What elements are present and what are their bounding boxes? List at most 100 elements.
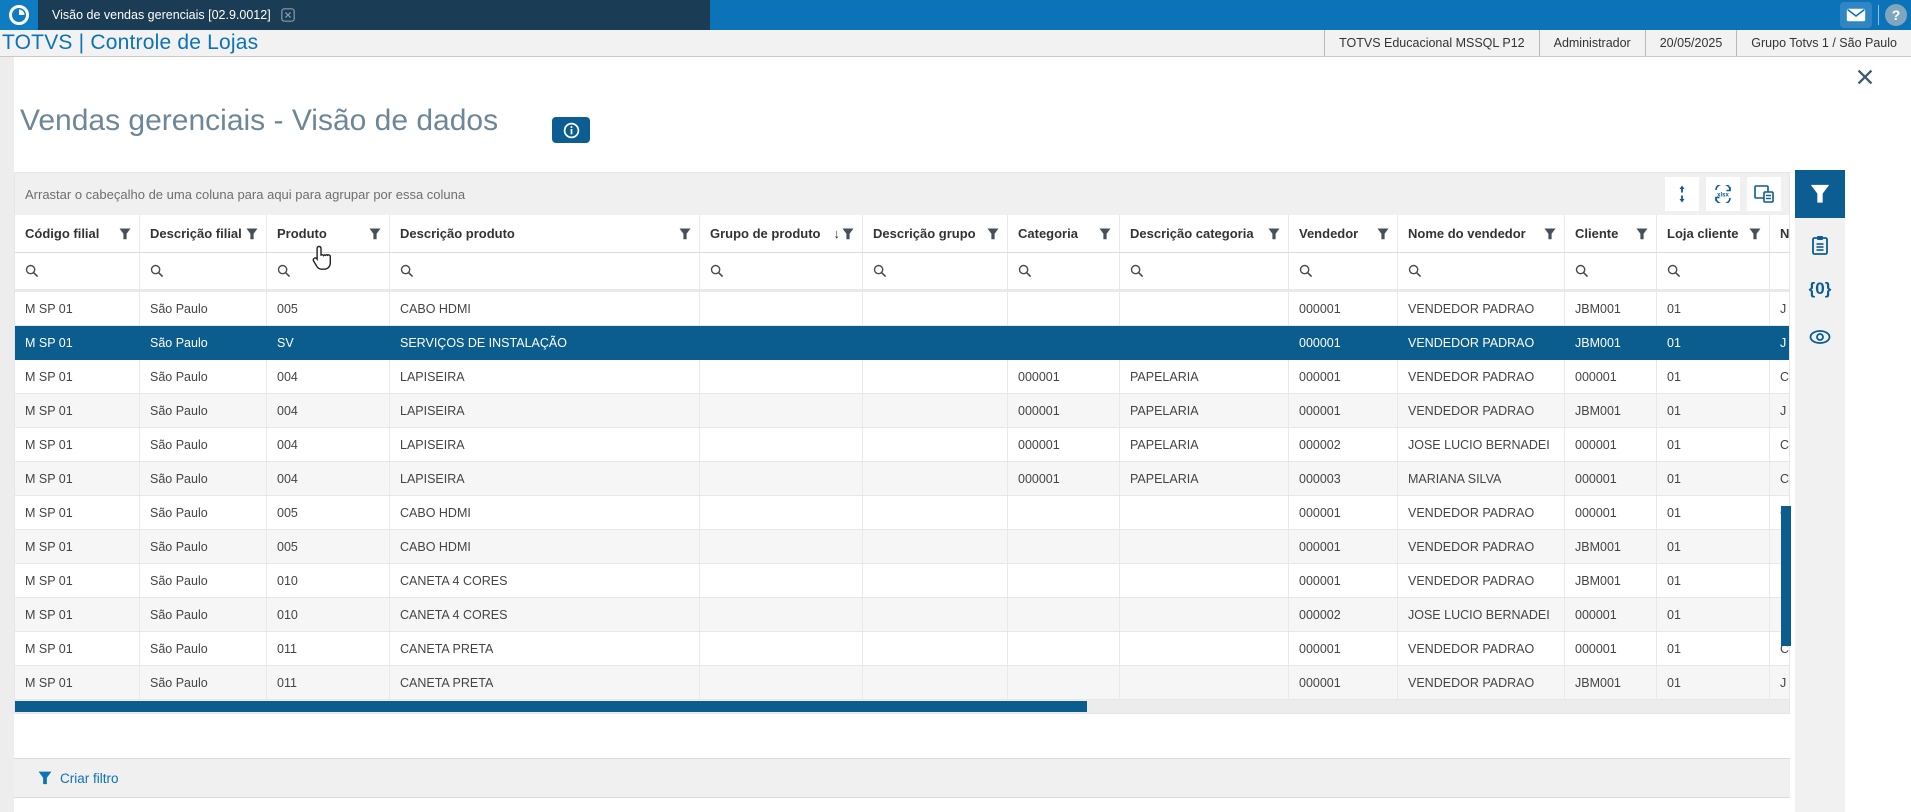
column-header[interactable]: Descrição filial [140,215,267,252]
table-cell: 000001 [1008,394,1120,427]
create-filter-button[interactable]: Criar filtro [14,771,119,786]
column-filter-icon[interactable] [987,228,999,240]
column-header[interactable]: Nome do vendedor [1398,215,1565,252]
column-search-input[interactable] [1008,253,1120,289]
table-cell [700,598,863,631]
table-row[interactable]: M SP 01 São Paulo 010 CANETA 4 CORES 000001 V… [15,564,1789,598]
sidebar-tab-preview[interactable] [1795,320,1845,354]
table-cell: C [1780,641,1790,656]
table-row[interactable]: M SP 01 São Paulo 011 CANETA PRETA 000001 VEN… [15,632,1789,666]
table-row[interactable]: M SP 01 São Paulo 005 CABO HDMI 000001 VENDED… [15,496,1789,530]
table-cell [700,564,863,597]
app-tab[interactable]: Visão de vendas gerenciais [02.9.0012] [38,0,710,30]
column-header[interactable]: Produto [267,215,390,252]
column-filter-icon[interactable] [1749,228,1761,240]
column-header-label: N [1780,226,1790,241]
column-filter-icon[interactable] [119,228,131,240]
date-segment[interactable]: 20/05/2025 [1644,30,1737,56]
column-search-input[interactable] [15,253,140,289]
environment-segment[interactable]: TOTVS Educacional MSSQL P12 [1324,30,1539,56]
column-filter-icon[interactable] [246,228,258,240]
table-row[interactable]: M SP 01 São Paulo 010 CANETA 4 CORES 000002 J… [15,598,1789,632]
table-cell: M SP 01 [15,462,140,495]
column-filter-icon[interactable] [1099,228,1111,240]
mail-button[interactable] [1840,2,1872,28]
column-header[interactable]: N [1770,215,1791,252]
column-search-input[interactable] [1398,253,1565,289]
fit-columns-button[interactable] [1665,177,1699,211]
column-header[interactable]: Código filial [15,215,140,252]
table-cell [1120,564,1289,597]
group-branch-segment[interactable]: Grupo Totvs 1 / São Paulo [1736,30,1911,56]
info-badge-button[interactable] [552,117,590,143]
topbar-divider [1878,5,1879,25]
column-filter-icon[interactable] [1636,228,1648,240]
table-cell: 004 [267,394,390,427]
table-cell: LAPISEIRA [390,360,700,393]
group-by-bar[interactable]: Arrastar o cabeçalho de uma coluna para … [15,173,1789,215]
table-cell: PAPELARIA [1120,428,1289,461]
export-xlsx-button[interactable] [1706,177,1740,211]
horizontal-scrollbar-track[interactable] [15,700,1789,713]
column-header[interactable]: Cliente [1565,215,1657,252]
column-header[interactable]: Vendedor [1289,215,1398,252]
table-cell: VENDEDOR PADRAO [1398,292,1565,325]
column-header[interactable]: Grupo de produto ↓ [700,215,863,252]
totvs-logo[interactable] [0,0,38,30]
sort-desc-icon: ↓ [833,226,841,241]
column-search-input[interactable] [863,253,1008,289]
sidebar-tab-filter[interactable] [1795,170,1845,218]
vertical-scrollbar-thumb[interactable] [1781,506,1791,646]
horizontal-scrollbar-thumb[interactable] [15,701,1087,712]
column-search-input[interactable] [267,253,390,289]
column-filter-icon[interactable] [679,228,691,240]
column-header-label: Grupo de produto [710,226,821,241]
table-cell: M SP 01 [15,394,140,427]
column-header[interactable]: Descrição grupo [863,215,1008,252]
table-row[interactable]: M SP 01 São Paulo 004 LAPISEIRA 000001 PAPELA… [15,394,1789,428]
column-search-input[interactable] [700,253,863,289]
column-search-input[interactable] [1565,253,1657,289]
table-row[interactable]: M SP 01 São Paulo 004 LAPISEIRA 000001 PAPELA… [15,360,1789,394]
table-row[interactable]: M SP 01 São Paulo 004 LAPISEIRA 000001 PAPELA… [15,462,1789,496]
column-header[interactable]: Categoria [1008,215,1120,252]
column-filter-icon[interactable] [1377,228,1389,240]
column-search-input[interactable] [1120,253,1289,289]
table-row[interactable]: M SP 01 São Paulo 005 CABO HDMI 000001 VENDED… [15,292,1789,326]
choose-columns-icon [1754,185,1774,203]
table-row[interactable]: M SP 01 São Paulo 011 CANETA PRETA 000001 VEN… [15,666,1789,700]
table-cell: 000001 [1289,394,1398,427]
table-cell: 000001 [1008,360,1120,393]
app-header: TOTVS | Controle de Lojas TOTVS Educacio… [0,30,1911,57]
table-cell [700,292,863,325]
column-header[interactable]: Loja cliente [1657,215,1770,252]
table-cell [1120,666,1289,699]
table-cell [700,496,863,529]
close-view-button[interactable] [1856,68,1876,88]
column-filter-icon[interactable] [842,228,854,240]
table-row[interactable]: M SP 01 São Paulo 004 LAPISEIRA 000001 PAPELA… [15,428,1789,462]
help-button[interactable]: ? [1885,4,1907,26]
table-cell: VENDEDOR PADRAO [1398,360,1565,393]
column-header[interactable]: Descrição produto [390,215,700,252]
column-search-input[interactable] [1657,253,1770,289]
column-filter-icon[interactable] [1544,228,1556,240]
table-row[interactable]: M SP 01 São Paulo 005 CABO HDMI 000001 VENDED… [15,530,1789,564]
column-search-input[interactable] [390,253,700,289]
table-row[interactable]: M SP 01 São Paulo SV SERVIÇOS DE INSTALAÇÃO… [15,326,1789,360]
user-segment[interactable]: Administrador [1538,30,1645,56]
table-cell [1008,496,1120,529]
table-cell: M SP 01 [15,530,140,563]
sidebar-tab-clipboard[interactable] [1795,228,1845,262]
choose-columns-button[interactable] [1747,177,1781,211]
sidebar-tab-parameters[interactable]: {0} [1795,272,1845,306]
table-cell [863,632,1008,665]
column-header[interactable]: Descrição categoria [1120,215,1289,252]
column-filter-icon[interactable] [369,228,381,240]
search-icon [710,264,724,278]
tab-close-icon[interactable] [281,8,295,22]
column-search-input[interactable] [1770,253,1791,289]
column-search-input[interactable] [1289,253,1398,289]
column-filter-icon[interactable] [1268,228,1280,240]
column-search-input[interactable] [140,253,267,289]
